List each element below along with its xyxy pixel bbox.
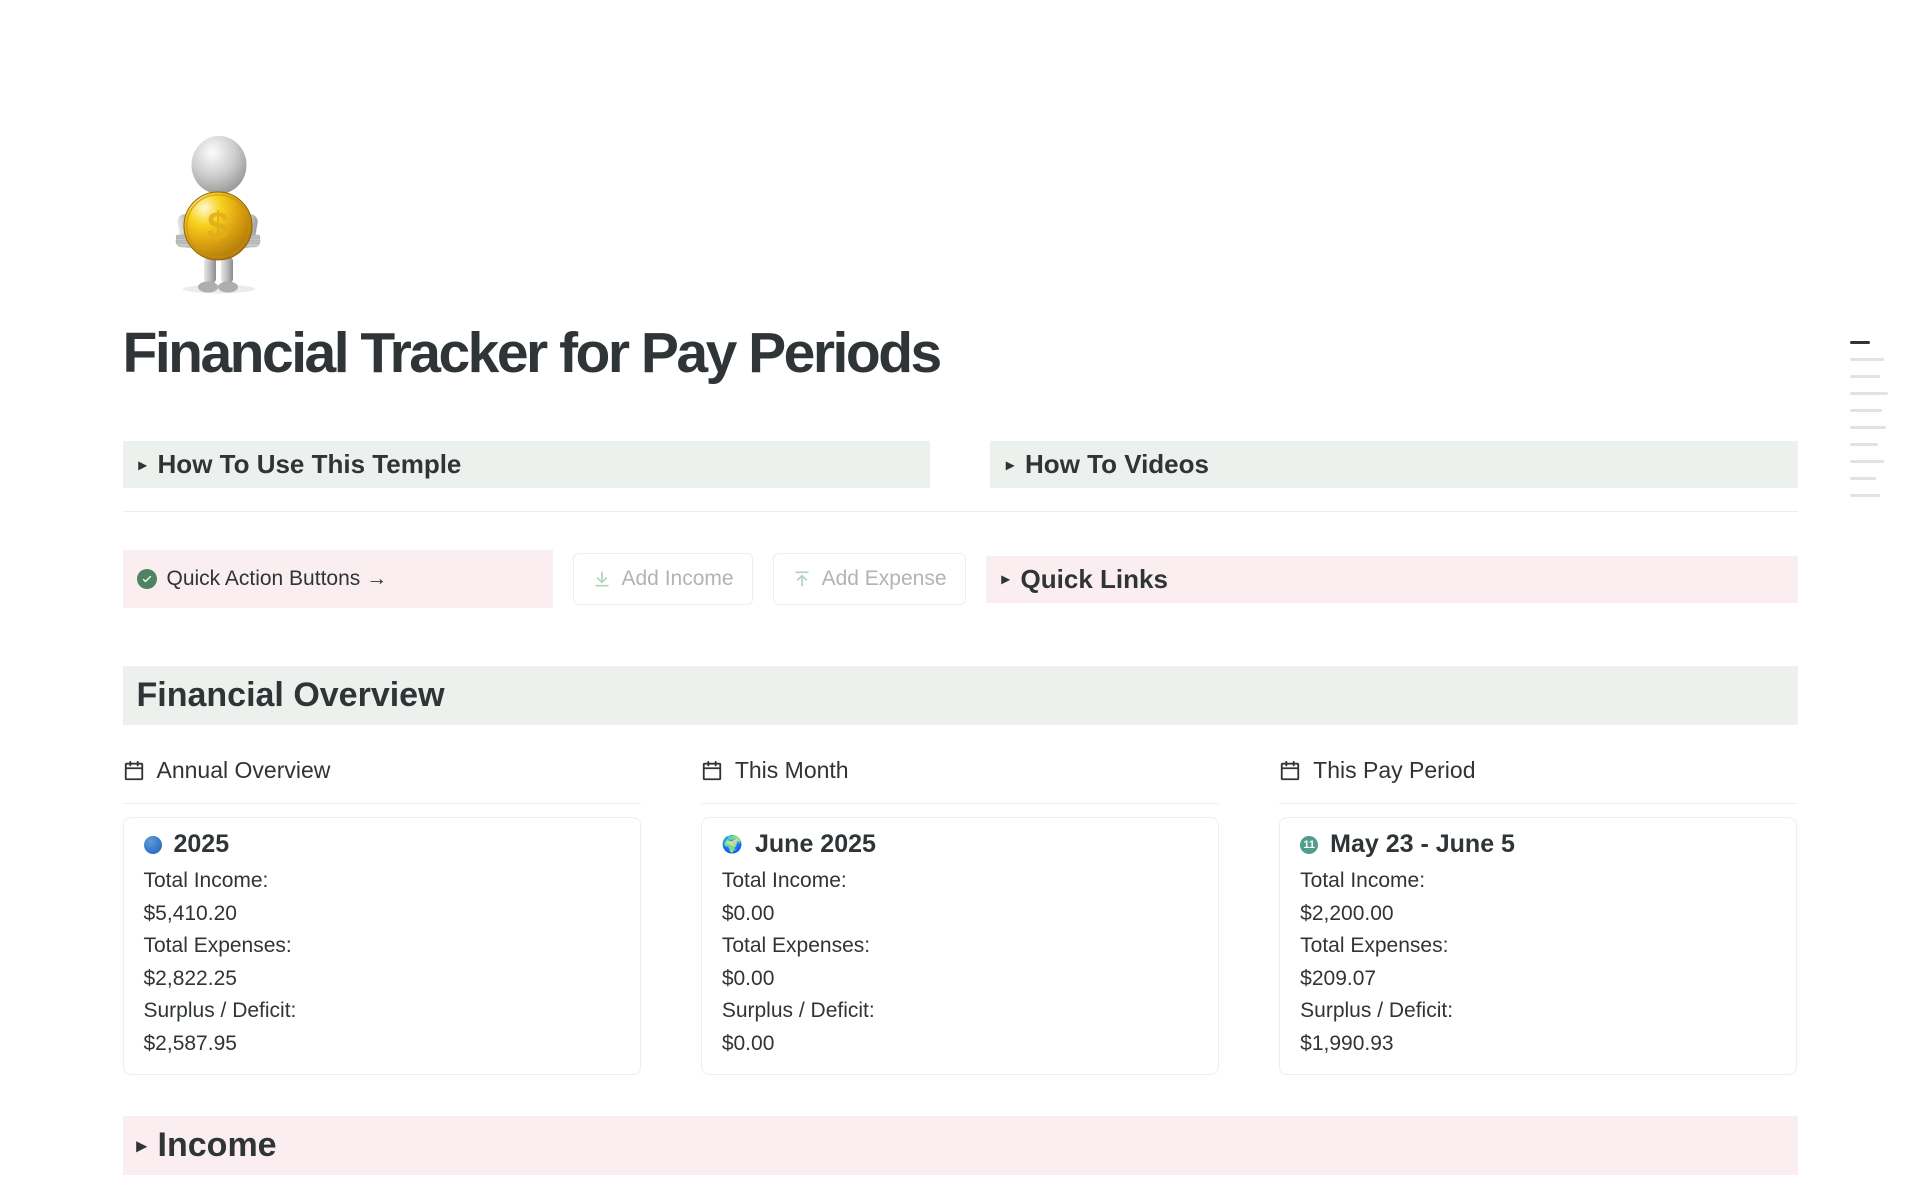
svg-text:$: $ — [207, 205, 229, 248]
